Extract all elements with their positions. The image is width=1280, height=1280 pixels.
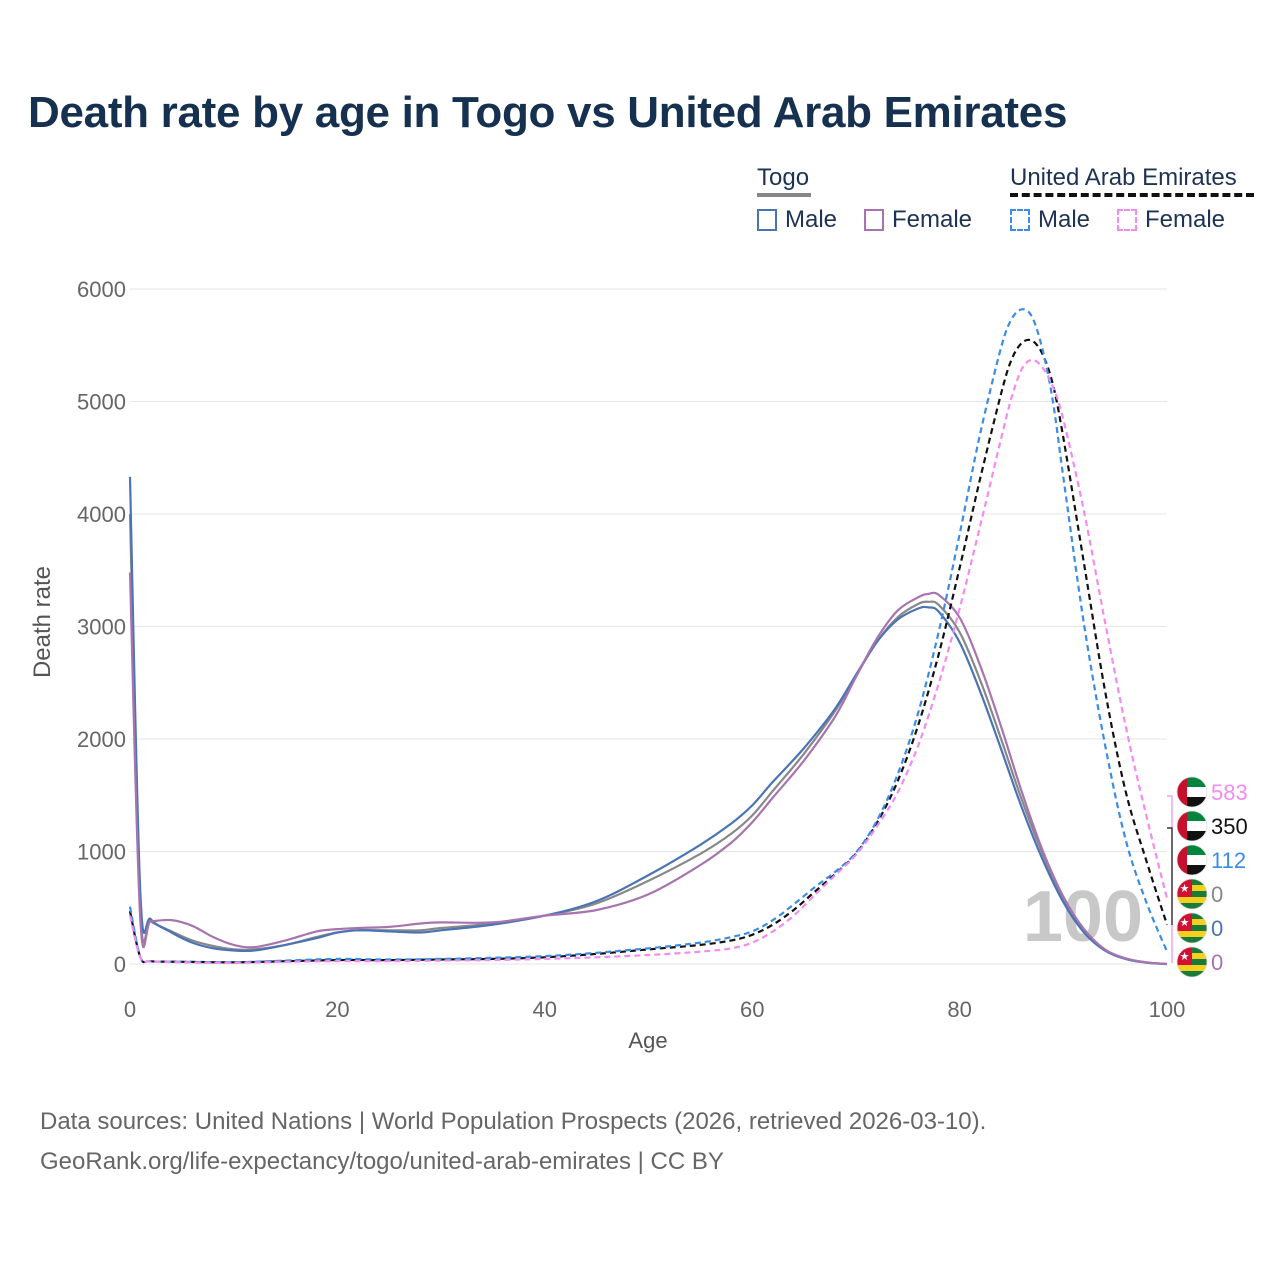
footer-sources: Data sources: United Nations | World Pop… [40,1108,987,1135]
grid-lines [130,288,1167,965]
x-tick-label: 20 [325,997,349,1022]
legend-swatch-togo-female [864,209,884,231]
legend-item-togo-male[interactable]: Male [757,206,837,234]
y-tick-label: 4000 [77,502,126,527]
end-label-value: 583 [1211,780,1248,805]
watermark-year: 100 [1023,877,1143,957]
end-label-connector-uae-total [1167,827,1173,925]
chart-title: Death rate by age in Togo vs United Arab… [28,88,1068,137]
legend-label-uae-female: Female [1145,206,1226,233]
series-line-togo-total[interactable] [128,513,1168,966]
legend-label-uae-male: Male [1038,206,1091,233]
y-tick-label: 0 [114,952,126,977]
uae-flag-icon [1177,777,1207,807]
legend-togo-underline [757,193,811,197]
x-tick-label: 80 [947,997,971,1022]
footer-url[interactable]: GeoRank.org/life-expectancy/togo/united-… [40,1148,724,1175]
legend-swatch-togo-male [757,209,777,231]
x-tick-label: 100 [1149,997,1186,1022]
legend-uae-underline [1010,193,1254,197]
uae-flag-icon [1177,845,1207,875]
y-axis-label: Death rate [29,566,56,678]
series-line-togo-male[interactable] [128,476,1168,966]
legend-item-uae-male[interactable]: Male [1010,206,1090,234]
end-label-value: 0 [1211,916,1223,941]
axis-ticks: 0 1000 2000 3000 4000 5000 6000 0 20 40 60 80 100 [77,277,1185,1022]
y-tick-label: 3000 [77,615,126,640]
svg-text:★: ★ [1180,917,1190,929]
y-tick-label: 6000 [77,277,126,302]
end-label-connector-uae-female [1167,795,1173,963]
legend-label-togo-female: Female [892,206,973,233]
series-line-united-arab-emirates-total[interactable] [128,338,1169,964]
end-label-value: 350 [1211,814,1248,839]
end-label-3: ★ 0 [1176,878,1223,910]
end-label-0: 583 [1176,776,1248,808]
end-label-4: ★ 0 [1176,912,1223,944]
legend-swatch-uae-male [1010,209,1030,231]
series-line-togo-female[interactable] [128,572,1168,966]
legend-item-togo-female[interactable]: Female [864,206,972,234]
end-label-1: 350 [1176,810,1248,842]
legend-label-togo-male: Male [785,206,838,233]
end-label-value: 0 [1211,882,1223,907]
y-tick-label: 1000 [77,840,126,865]
end-label-5: ★ 0 [1176,946,1223,978]
end-label-value: 0 [1211,950,1223,975]
end-label-value: 112 [1211,848,1246,873]
x-tick-label: 0 [124,997,136,1022]
series-line-united-arab-emirates-female[interactable] [128,358,1169,965]
y-tick-label: 5000 [77,390,126,415]
uae-flag-icon [1177,811,1207,841]
series-line-united-arab-emirates-male[interactable] [128,308,1169,964]
svg-text:★: ★ [1180,951,1190,963]
y-tick-label: 2000 [77,727,126,752]
series-lines [128,308,1169,966]
x-tick-label: 40 [533,997,557,1022]
svg-text:★: ★ [1180,883,1190,895]
x-tick-label: 60 [740,997,764,1022]
legend-swatch-uae-female [1117,209,1137,231]
legend-item-uae-female[interactable]: Female [1117,206,1225,234]
legend-group-togo[interactable]: Togo [757,164,810,191]
legend-group-uae[interactable]: United Arab Emirates [1010,164,1237,191]
end-label-2: 112 [1176,844,1246,876]
x-axis-label: Age [628,1028,667,1053]
